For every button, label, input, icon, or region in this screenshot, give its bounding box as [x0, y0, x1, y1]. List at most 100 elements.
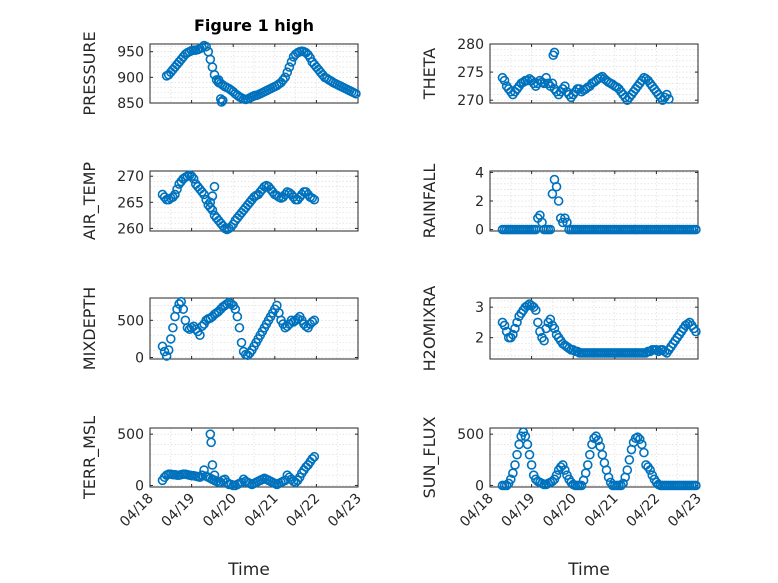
data-point: [557, 460, 568, 470]
data-point: [280, 189, 291, 200]
y-tick-label: 950: [117, 45, 144, 61]
y-tick-label: 280: [457, 37, 484, 53]
y-axis-label: AIR_TEMP: [80, 162, 100, 240]
data-point: [161, 351, 172, 361]
data-point: [545, 314, 556, 325]
data-point: [580, 468, 591, 478]
data-point: [603, 472, 614, 483]
data-point: [508, 329, 518, 340]
data-point: [659, 346, 670, 357]
y-axis-label: TERR_MSL: [80, 416, 100, 500]
data-point: [159, 346, 170, 357]
y-tick-label: 500: [457, 427, 484, 443]
y-tick-label: 900: [117, 70, 144, 86]
data-point: [661, 89, 672, 100]
data-point: [549, 323, 560, 334]
data-point: [622, 465, 633, 475]
x-tick-label: 04/19: [499, 491, 539, 531]
data-point: [206, 437, 216, 448]
axes-box: [489, 427, 699, 488]
data-point: [309, 451, 320, 462]
data-point: [284, 62, 295, 72]
y-axis-label: PRESSURE: [80, 31, 99, 115]
panel-theta: 270 275 280 THETA: [420, 37, 699, 109]
data-point: [216, 97, 227, 107]
panel-h2omixra: 2 3 H2OMIXRA: [420, 286, 701, 371]
data-point: [639, 447, 649, 458]
y-axis-label: SUN_FLUX: [420, 417, 440, 499]
data-point: [512, 317, 522, 328]
axes-box: [149, 297, 359, 360]
data-point: [541, 72, 551, 83]
data-point: [172, 304, 182, 314]
x-tick-label: 04/22: [283, 491, 323, 531]
data-point: [585, 449, 595, 460]
x-tick-label: 04/18: [117, 491, 157, 531]
data-point: [207, 191, 218, 201]
data-point: [632, 432, 643, 443]
data-point: [174, 299, 184, 309]
data-point: [522, 439, 533, 450]
data-point: [205, 197, 216, 208]
x-tick-label: 04/21: [582, 491, 622, 531]
data-point: [576, 480, 587, 491]
x-tick-label: 04/20: [200, 491, 240, 531]
data-point: [551, 470, 562, 481]
data-point: [560, 81, 570, 91]
data-point: [199, 465, 209, 475]
data-point: [222, 299, 232, 309]
data-point: [197, 187, 207, 197]
data-point: [512, 449, 522, 460]
data-point: [547, 189, 558, 199]
data-point: [234, 322, 245, 333]
y-tick-label: 270: [457, 93, 484, 109]
y-tick-label: 0: [475, 478, 484, 494]
y-tick-label: 0: [135, 351, 144, 367]
x-tick-label: 04/18: [457, 491, 497, 531]
data-point: [197, 470, 207, 481]
data-point: [203, 46, 214, 57]
data-point: [168, 322, 178, 333]
data-point: [205, 202, 216, 213]
data-point: [524, 449, 535, 460]
data-point: [553, 196, 564, 206]
data-point: [526, 460, 537, 470]
y-tick-label: 0: [135, 478, 144, 494]
data-point: [172, 184, 182, 195]
y-tick-label: 260: [117, 221, 144, 237]
panel-sun_flux: 04/18 04/19 04/20 04/21 04/22 04/23 0 500 SUN_FL…: [420, 417, 705, 580]
axes-box: [149, 43, 359, 104]
data-point: [236, 337, 247, 348]
data-point: [286, 315, 297, 326]
data-point: [309, 315, 320, 326]
data-point: [682, 319, 693, 329]
data-point: [292, 314, 303, 324]
data-point: [286, 57, 297, 67]
axes-box: [149, 170, 359, 232]
data-point: [280, 72, 291, 83]
data-point: [307, 193, 318, 203]
data-point: [201, 41, 211, 52]
data-point: [207, 460, 218, 470]
panel-pressure: 850 900 950 PRESSURE Figure 1 high: [80, 16, 361, 116]
y-tick-label: 265: [117, 195, 144, 211]
data-point: [307, 317, 318, 327]
data-point: [530, 305, 541, 316]
panel-air_temp: 260 265 270 AIR_TEMP: [80, 162, 359, 240]
data-point: [551, 181, 562, 192]
x-tick-label: 04/19: [159, 491, 199, 531]
y-tick-label: 0: [475, 223, 484, 239]
data-point: [510, 323, 520, 334]
data-point: [278, 75, 288, 85]
data-point: [213, 75, 224, 85]
data-point: [691, 480, 701, 491]
data-point: [188, 174, 199, 184]
data-point: [691, 224, 701, 235]
panel-terr_msl: 04/18 04/19 04/20 04/21 04/22 04/23 0 500 TERR_M…: [80, 416, 365, 580]
data-point: [664, 94, 674, 104]
data-point: [163, 345, 174, 355]
data-point: [618, 478, 628, 489]
data-point: [309, 194, 320, 205]
data-point: [499, 75, 510, 86]
